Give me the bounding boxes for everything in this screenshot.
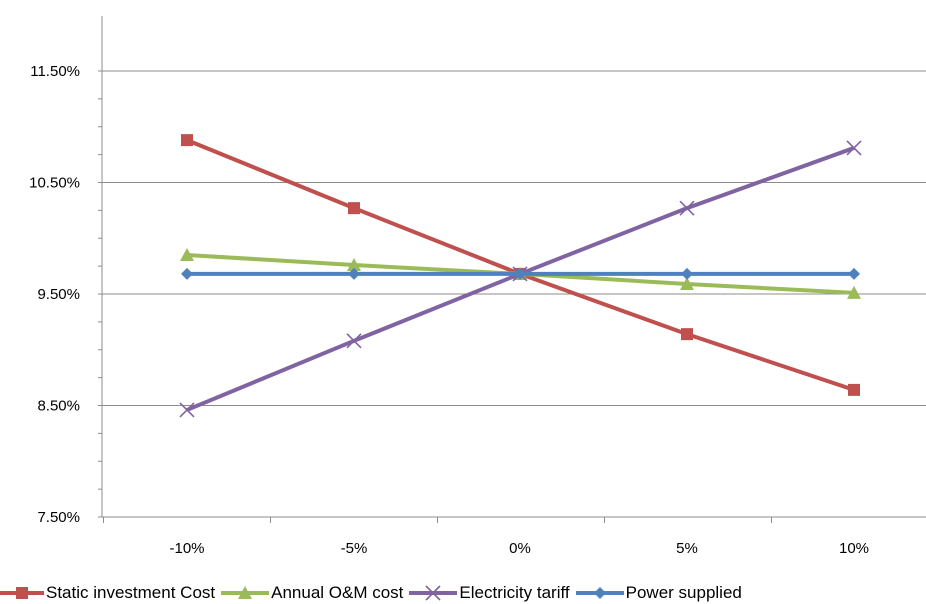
legend-swatch <box>575 587 624 599</box>
data-point <box>348 267 360 280</box>
y-tick-label: 7.50% <box>37 509 80 526</box>
data-point <box>425 585 441 601</box>
legend: Static investment Cost Annual O&M cost Ele… <box>0 582 926 604</box>
data-point <box>16 587 28 599</box>
tick-labels: 7.50% 8.50% 9.50% 10.50% 11.50% -10% -5% 0% 5% 10… <box>29 63 869 557</box>
data-point <box>593 587 606 599</box>
legend-swatch <box>221 586 270 599</box>
y-tick-label: 8.50% <box>37 398 80 415</box>
series-power-supplied <box>181 267 860 280</box>
line-chart: 7.50% 8.50% 9.50% 10.50% 11.50% -10% -5% 0% 5% 10… <box>29 16 926 557</box>
legend-item: Power supplied <box>575 583 742 603</box>
legend-swatch <box>0 587 44 599</box>
data-point <box>848 383 860 396</box>
y-tick-label: 11.50% <box>30 63 80 80</box>
gridlines <box>102 70 926 518</box>
legend-item: Electricity tariff <box>409 583 570 603</box>
y-tick-label: 9.50% <box>37 286 80 303</box>
data-point <box>847 285 861 299</box>
data-point <box>181 134 193 147</box>
y-tick-label: 10.50% <box>29 175 80 192</box>
data-point <box>347 258 361 272</box>
legend-swatch <box>409 585 458 601</box>
data-point <box>681 267 693 280</box>
axes <box>98 16 926 523</box>
legend-label: Static investment Cost <box>46 583 216 602</box>
x-tick-label: 5% <box>676 540 698 557</box>
data-point <box>681 328 693 341</box>
data-point <box>680 276 694 290</box>
series-line <box>186 138 855 392</box>
x-tick-label: -5% <box>341 540 368 557</box>
data-point <box>679 200 695 216</box>
legend-item: Annual O&M cost <box>221 583 403 603</box>
x-tick-label: -10% <box>169 540 204 557</box>
data-point <box>846 140 862 156</box>
legend-label: Annual O&M cost <box>271 583 404 602</box>
data-point <box>346 333 362 349</box>
legend-label: Power supplied <box>625 583 742 602</box>
data-point <box>514 267 526 280</box>
legend-item: Static investment Cost <box>0 583 215 603</box>
data-point <box>348 202 360 215</box>
x-tick-label: 10% <box>839 540 869 557</box>
data-point <box>181 267 193 280</box>
data-point <box>238 586 253 599</box>
series-lines <box>179 134 862 418</box>
data-point <box>180 247 194 261</box>
legend-label: Electricity tariff <box>459 583 570 602</box>
data-point <box>848 267 860 280</box>
x-tick-label: 0% <box>509 540 531 557</box>
series-static-investment-cost <box>181 134 860 396</box>
data-point <box>179 402 195 418</box>
